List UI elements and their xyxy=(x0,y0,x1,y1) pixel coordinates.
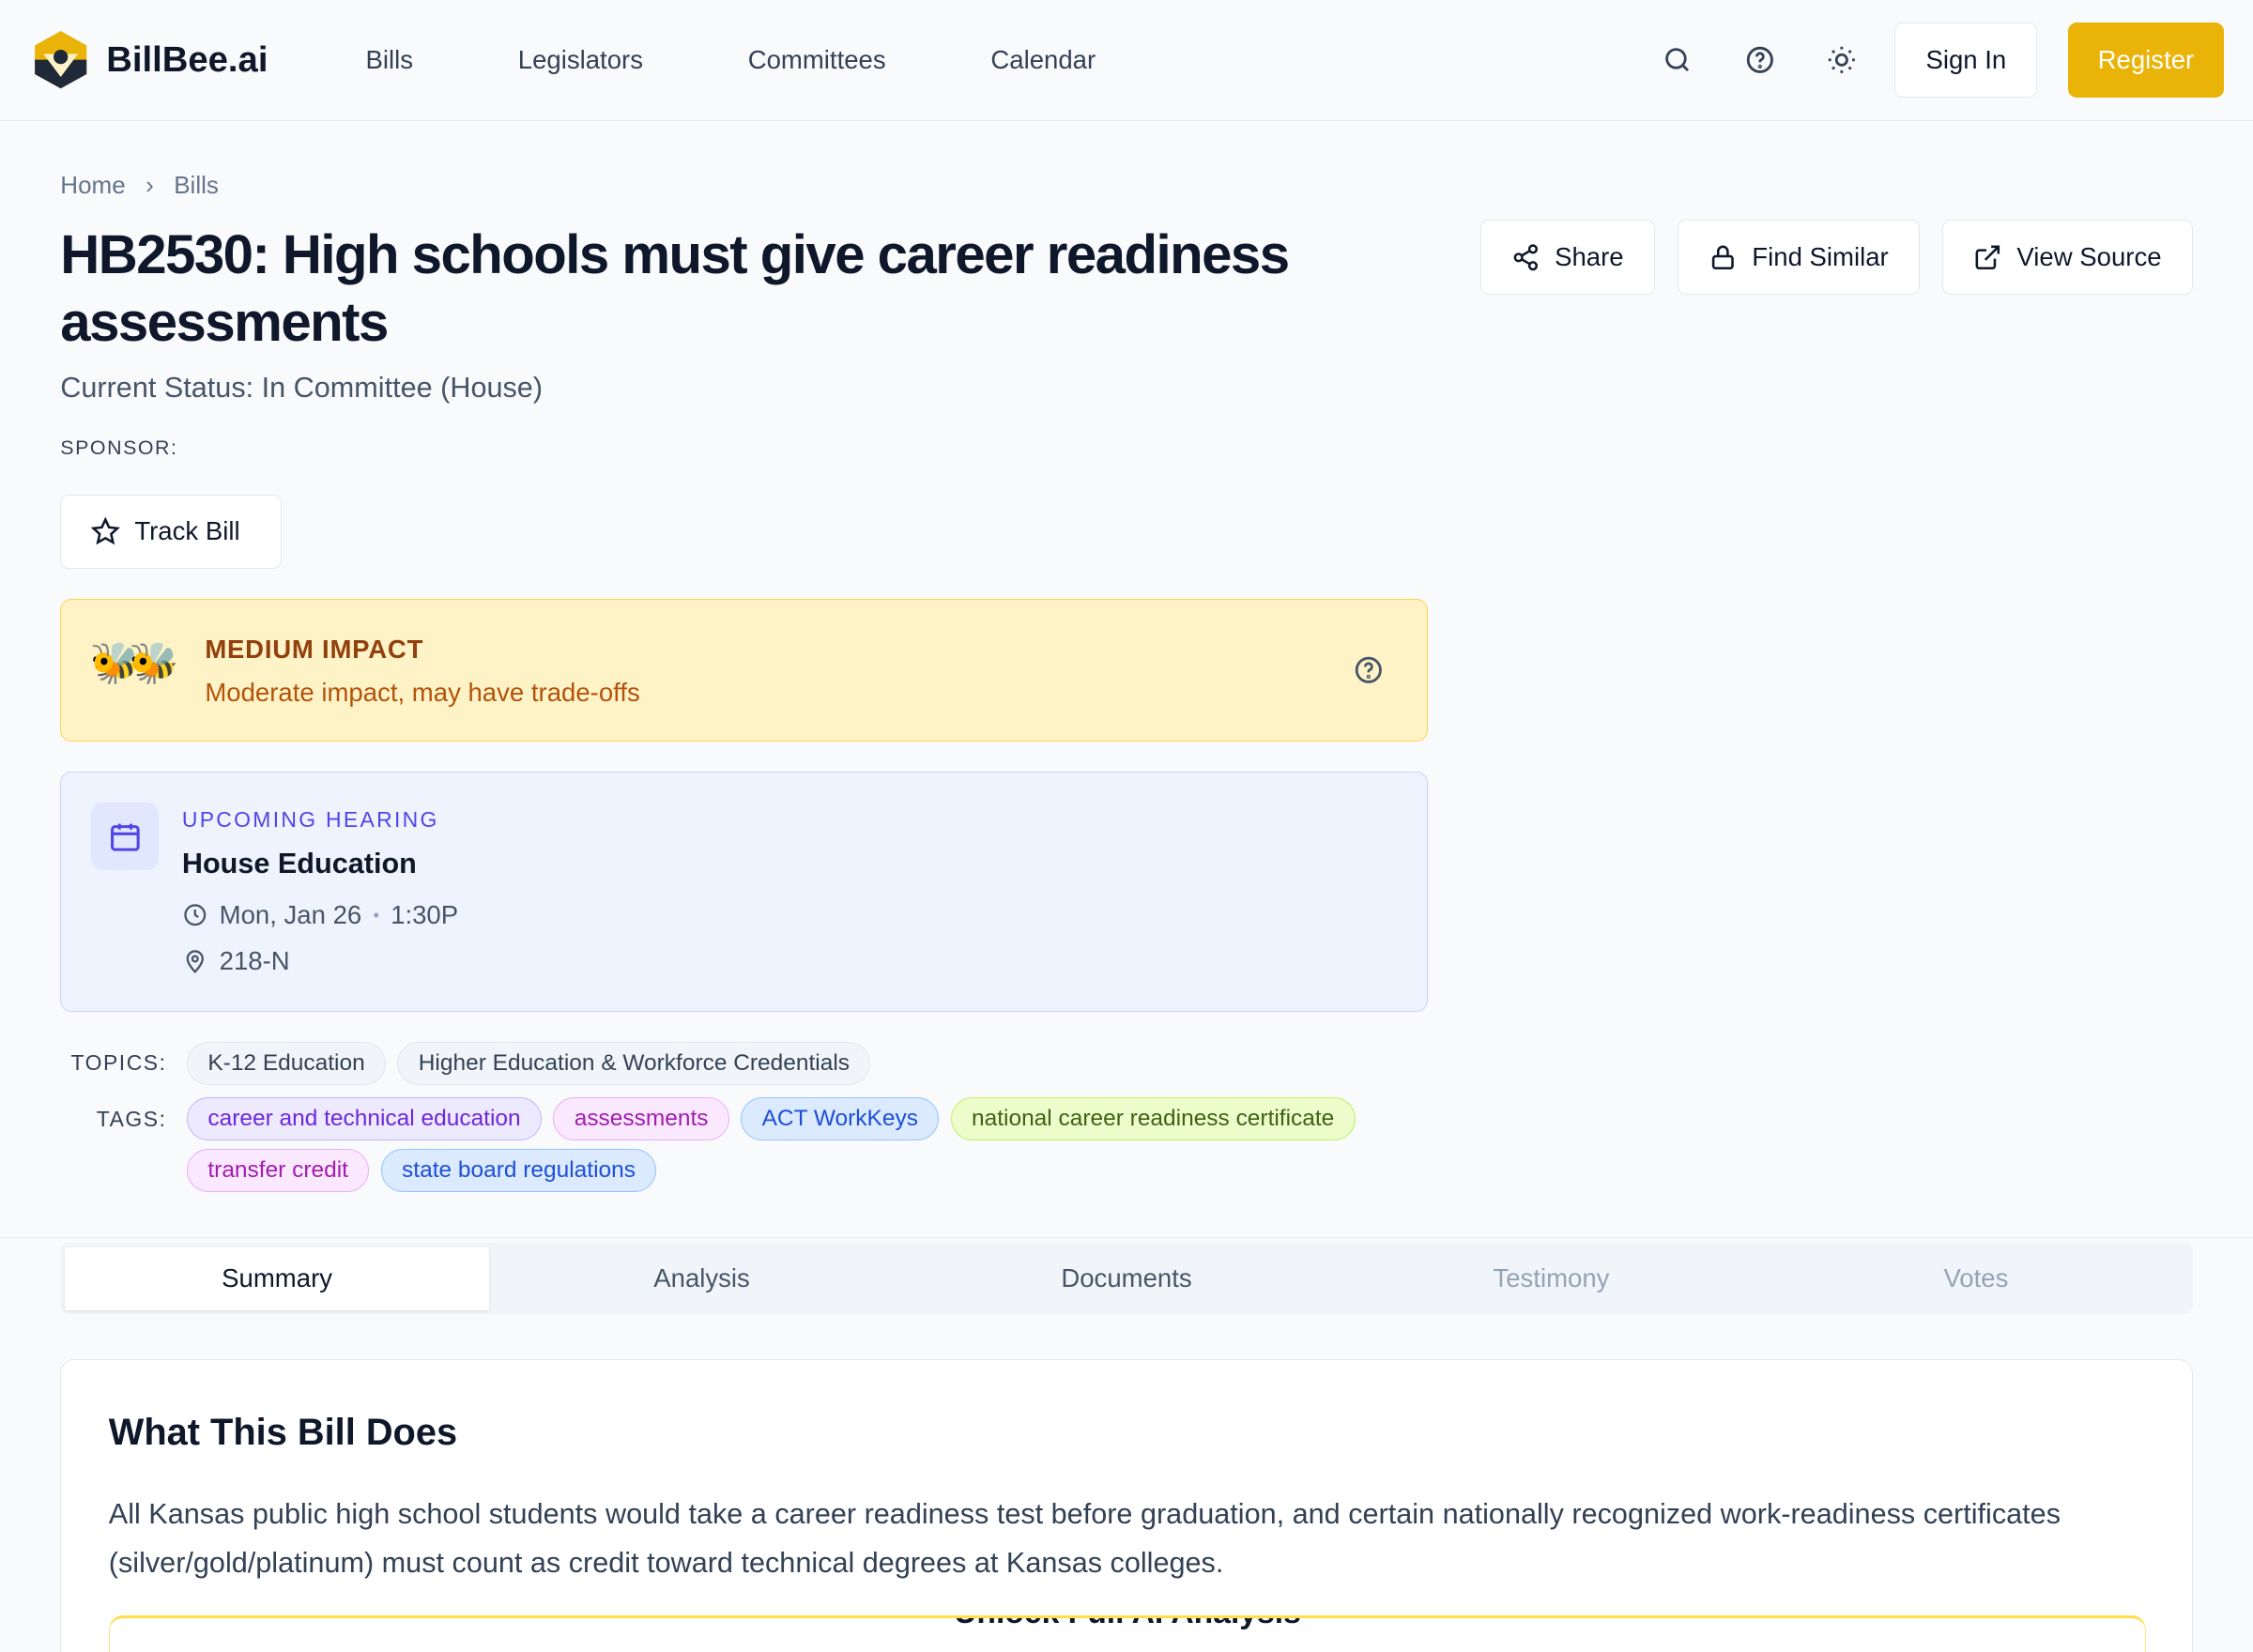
clock-icon xyxy=(184,904,207,926)
breadcrumb: Home › Bills xyxy=(60,171,219,200)
find-similar-label: Find Similar xyxy=(1752,241,1889,271)
breadcrumb-bills[interactable]: Bills xyxy=(174,171,219,200)
tags-label: TAGS: xyxy=(96,1106,167,1131)
calendar-icon xyxy=(91,803,160,870)
separator: • xyxy=(373,905,379,925)
bill-status: Current Status: In Committee (House) xyxy=(60,372,544,405)
impact-banner: 🐝🐝 MEDIUM IMPACT Moderate impact, may ha… xyxy=(60,599,1429,742)
track-bill-button[interactable]: Track Bill xyxy=(60,494,282,570)
nav-committees[interactable]: Committees xyxy=(747,44,886,74)
track-bill-label: Track Bill xyxy=(134,516,240,546)
summary-heading: What This Bill Does xyxy=(108,1412,458,1454)
summary-card: What This Bill Does All Kansas public hi… xyxy=(60,1358,2193,1652)
external-link-icon xyxy=(1976,245,2000,269)
tab-votes[interactable]: Votes xyxy=(1943,1263,2009,1293)
share-label: Share xyxy=(1555,241,1624,271)
nav-bills[interactable]: Bills xyxy=(365,44,414,74)
find-similar-button[interactable]: Find Similar xyxy=(1678,220,1920,295)
tab-analysis[interactable]: Analysis xyxy=(653,1263,750,1293)
sponsor-label: SPONSOR: xyxy=(60,436,178,460)
star-icon xyxy=(91,517,121,545)
sign-in-button[interactable]: Sign In xyxy=(1894,22,2038,98)
view-source-label: View Source xyxy=(2016,241,2162,271)
top-nav: BillBee.ai Bills Legislators Committees … xyxy=(0,0,2253,121)
unlock-analysis-panel[interactable]: Unlock Full AI Analysis xyxy=(108,1615,2147,1652)
nav-calendar[interactable]: Calendar xyxy=(990,44,1096,74)
hearing-date: Mon, Jan 26 xyxy=(219,900,362,930)
tag-chip[interactable]: state board regulations xyxy=(380,1149,657,1193)
tag-chip[interactable]: career and technical education xyxy=(186,1097,543,1141)
upcoming-hearing-card: UPCOMING HEARING House Education Mon, Ja… xyxy=(60,771,1429,1012)
topic-chip[interactable]: Higher Education & Workforce Credentials xyxy=(397,1041,871,1085)
topic-chip[interactable]: K-12 Education xyxy=(186,1041,387,1085)
share-button[interactable]: Share xyxy=(1480,220,1655,295)
brand-logo[interactable]: BillBee.ai xyxy=(29,28,268,91)
tab-bar: Summary Analysis Documents Testimony Vot… xyxy=(60,1242,2193,1315)
share-icon xyxy=(1513,243,1539,270)
summary-body: All Kansas public high school students w… xyxy=(108,1497,2061,1579)
register-button[interactable]: Register xyxy=(2067,22,2225,98)
hearing-committee[interactable]: House Education xyxy=(181,847,417,880)
tag-chip[interactable]: national career readiness certificate xyxy=(950,1097,1356,1141)
nav-legislators[interactable]: Legislators xyxy=(517,44,643,74)
tab-documents[interactable]: Documents xyxy=(1061,1263,1192,1293)
tab-testimony[interactable]: Testimony xyxy=(1493,1263,1610,1293)
brand-name: BillBee.ai xyxy=(106,38,268,80)
sun-icon[interactable] xyxy=(1813,31,1870,88)
view-source-button[interactable]: View Source xyxy=(1942,220,2193,295)
tab-summary[interactable]: Summary xyxy=(64,1247,490,1310)
hearing-label: UPCOMING HEARING xyxy=(181,806,439,832)
bee-icon: 🐝🐝 xyxy=(89,641,178,687)
help-icon[interactable] xyxy=(1353,654,1385,693)
impact-description: Moderate impact, may have trade-offs xyxy=(205,677,640,707)
lock-icon xyxy=(1712,245,1735,269)
breadcrumb-home[interactable]: Home xyxy=(60,171,126,200)
tag-chip[interactable]: ACT WorkKeys xyxy=(741,1097,940,1141)
unlock-heading: Unlock Full AI Analysis xyxy=(110,1618,2145,1631)
tag-chip[interactable]: transfer credit xyxy=(186,1149,370,1193)
impact-level: MEDIUM IMPACT xyxy=(205,634,424,664)
chevron-right-icon: › xyxy=(146,171,154,200)
hearing-room: 218-N xyxy=(219,946,290,976)
divider xyxy=(0,1236,2253,1238)
bee-shield-icon xyxy=(34,31,86,89)
topics-label: TOPICS: xyxy=(70,1050,167,1076)
page-title: HB2530: High schools must give career re… xyxy=(60,223,1290,353)
tag-chip[interactable]: assessments xyxy=(553,1097,729,1141)
search-icon[interactable] xyxy=(1649,31,1707,88)
location-pin-icon xyxy=(186,950,204,974)
help-icon[interactable] xyxy=(1731,31,1788,88)
hearing-time: 1:30P xyxy=(391,900,459,930)
